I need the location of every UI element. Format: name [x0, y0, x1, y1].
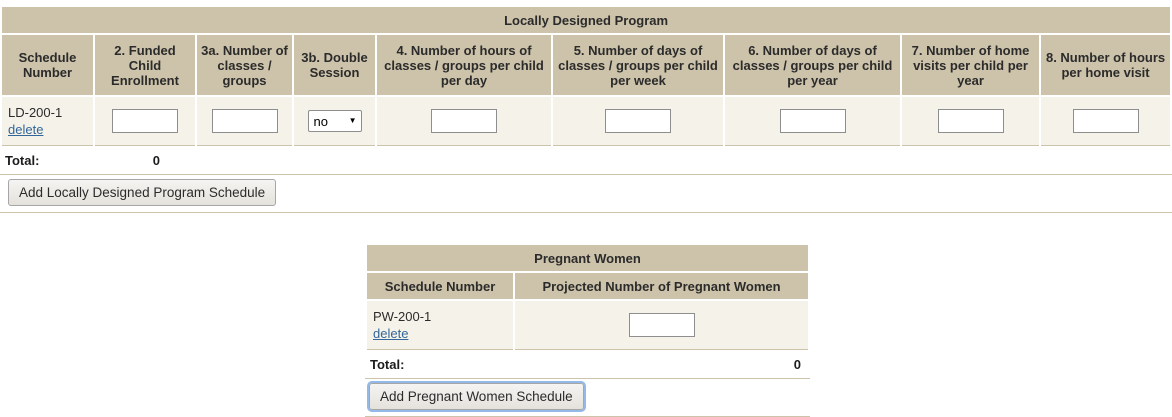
- pw-total-row: Total: 0: [365, 352, 810, 379]
- ld-col-header-hours-per-home-visit: 8. Number of hours per home visit: [1041, 35, 1171, 95]
- number-of-classes-groups-input[interactable]: [211, 109, 278, 133]
- pw-col-header-schedule-number: Schedule Number: [367, 273, 513, 299]
- hours-per-home-visit-input[interactable]: [1072, 109, 1139, 133]
- ld-days-per-year-cell: [725, 97, 900, 146]
- ld-hours-per-home-visit-cell: [1041, 97, 1171, 146]
- ld-col-header-hours-per-day: 4. Number of hours of classes / groups p…: [377, 35, 551, 95]
- ld-col-header-double-session: 3b. Double Session: [294, 35, 375, 95]
- pw-table-title: Pregnant Women: [367, 245, 809, 271]
- days-per-child-per-year-input[interactable]: [779, 109, 846, 133]
- ld-col-header-days-per-year: 6. Number of days of classes / groups pe…: [725, 35, 900, 95]
- ld-col-header-days-per-week: 5. Number of days of classes / groups pe…: [553, 35, 723, 95]
- pw-projected-number-cell: [515, 301, 809, 350]
- pregnant-women-table: Pregnant Women Schedule Number Projected…: [365, 243, 811, 352]
- ld-schedule-number: LD-200-1: [8, 105, 63, 120]
- ld-funded-enrollment-cell: [95, 97, 195, 146]
- pregnant-women-section: Pregnant Women Schedule Number Projected…: [365, 243, 811, 417]
- pw-schedule-number-cell: PW-200-1 delete: [367, 301, 513, 350]
- pw-header-row: Schedule Number Projected Number of Preg…: [367, 273, 809, 299]
- ld-double-session-cell: no ▼: [294, 97, 375, 146]
- add-locally-designed-program-schedule-button[interactable]: Add Locally Designed Program Schedule: [8, 179, 277, 206]
- add-pregnant-women-schedule-button[interactable]: Add Pregnant Women Schedule: [367, 381, 586, 412]
- ld-col-header-funded-child-enrollment: 2. Funded Child Enrollment: [95, 35, 195, 95]
- ld-total-value: 0: [152, 153, 160, 168]
- pw-delete-link[interactable]: delete: [373, 326, 409, 341]
- ld-button-row: Add Locally Designed Program Schedule: [0, 175, 1172, 213]
- ld-col-header-schedule-number: Schedule Number: [2, 35, 93, 95]
- funded-child-enrollment-input[interactable]: [112, 109, 178, 133]
- home-visits-per-child-per-year-input[interactable]: [937, 109, 1004, 133]
- double-session-select-wrap: no ▼: [307, 110, 362, 132]
- ld-col-header-home-visits-per-year: 7. Number of home visits per child per y…: [902, 35, 1039, 95]
- locally-designed-program-section: Locally Designed Program Schedule Number…: [0, 5, 1172, 213]
- ld-col-header-number-of-classes-groups: 3a. Number of classes / groups: [197, 35, 292, 95]
- hours-per-child-per-day-input[interactable]: [431, 109, 497, 133]
- ld-hours-per-day-cell: [377, 97, 551, 146]
- pw-button-row: Add Pregnant Women Schedule: [365, 379, 810, 417]
- ld-total-row: Total: 0: [0, 148, 1172, 175]
- ld-classes-groups-cell: [197, 97, 292, 146]
- pw-total-label: Total:: [370, 357, 405, 372]
- projected-pregnant-women-input[interactable]: [628, 313, 695, 337]
- days-per-child-per-week-input[interactable]: [605, 109, 671, 133]
- pw-total-value: 0: [793, 357, 801, 372]
- ld-schedule-row: LD-200-1 delete no ▼: [2, 97, 1171, 146]
- ld-total-label: Total:: [5, 153, 40, 168]
- locally-designed-program-table: Locally Designed Program Schedule Number…: [0, 5, 1172, 148]
- ld-header-row: Schedule Number 2. Funded Child Enrollme…: [2, 35, 1171, 95]
- pw-schedule-number: PW-200-1: [373, 309, 432, 324]
- ld-table-title: Locally Designed Program: [2, 7, 1171, 33]
- ld-home-visits-per-year-cell: [902, 97, 1039, 146]
- pw-schedule-row: PW-200-1 delete: [367, 301, 809, 350]
- ld-delete-link[interactable]: delete: [8, 122, 44, 137]
- ld-days-per-week-cell: [553, 97, 723, 146]
- ld-schedule-number-cell: LD-200-1 delete: [2, 97, 93, 146]
- pw-col-header-projected-number: Projected Number of Pregnant Women: [515, 273, 809, 299]
- double-session-select[interactable]: no: [307, 110, 362, 132]
